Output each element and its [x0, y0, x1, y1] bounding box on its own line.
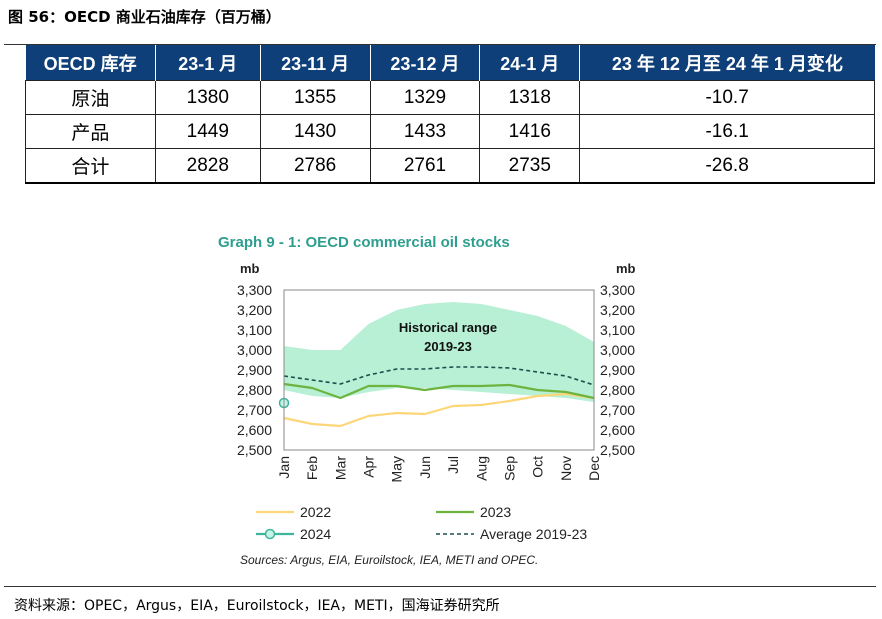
y-tick-label-left: 2,900 [237, 362, 272, 378]
y-tick-label-left: 3,300 [237, 282, 272, 298]
oil-stocks-chart: Graph 9 - 1: OECD commercial oil stocks … [218, 234, 636, 567]
series-2022-line [283, 392, 595, 428]
top-divider [4, 44, 876, 45]
table-cell: 2761 [369, 148, 481, 184]
table-cell: 1449 [154, 114, 261, 149]
table-cell: 原油 [25, 80, 156, 115]
y-tick-label-right: 2,900 [600, 362, 635, 378]
x-tick-label: Jan [276, 456, 292, 479]
chart-sources: Sources: Argus, EIA, Euroilstock, IEA, M… [240, 553, 538, 567]
x-tick-label: Sep [501, 456, 517, 481]
x-tick-label: Feb [304, 456, 320, 480]
chart-title: Graph 9 - 1: OECD commercial oil stocks [218, 234, 510, 251]
table-header-cell: 23 年 12 月至 24 年 1 月变化 [579, 45, 875, 81]
y-tick-label-right: 2,700 [600, 402, 635, 418]
table-cell: 1433 [369, 114, 481, 149]
table-header-cell: 23-11 月 [260, 45, 371, 81]
table-cell: 2735 [479, 148, 581, 184]
table-cell: 2786 [259, 148, 371, 184]
y-tick-label-right: 2,500 [600, 442, 635, 458]
table-cell: 1318 [479, 80, 581, 115]
table-header-cell: 23-12 月 [370, 45, 481, 81]
oecd-stocks-table: OECD 库存 23-1 月 23-11 月 23-12 月 24-1 月 23… [25, 45, 875, 184]
y-tick-label-right: 2,600 [600, 422, 635, 438]
x-tick-label: Aug [473, 456, 489, 481]
series-2023-line [283, 382, 595, 400]
legend-label-2024: 2024 [300, 526, 331, 542]
y-tick-label-right: 3,300 [600, 282, 635, 298]
y-tick-label-left: 2,500 [237, 442, 272, 458]
table-cell: 1416 [479, 114, 581, 149]
table-row: 产品 1449 1430 1433 1416 -16.1 [25, 114, 875, 149]
x-tick-label: Nov [558, 456, 574, 481]
y-axis-unit-right: mb [616, 261, 636, 276]
y-tick-label-left: 2,800 [237, 382, 272, 398]
band-label-line2: 2019-23 [424, 339, 472, 354]
y-tick-label-left: 3,200 [237, 302, 272, 318]
y-axis-unit-left: mb [240, 261, 260, 276]
table-cell: 1329 [369, 80, 481, 115]
legend-label-average-2019-23: Average 2019-23 [480, 526, 587, 542]
x-tick-label: Oct [530, 456, 546, 478]
table-cell: -16.1 [579, 114, 875, 149]
y-tick-label-right: 3,100 [600, 322, 635, 338]
table-cell: 2828 [154, 148, 261, 184]
x-tick-label: Dec [586, 456, 602, 481]
table-header-cell: 24-1 月 [479, 45, 581, 81]
y-tick-label-left: 2,600 [237, 422, 272, 438]
x-tick-label: Mar [332, 456, 348, 480]
y-tick-label-left: 2,700 [237, 402, 272, 418]
band-label-line1: Historical range [399, 320, 497, 335]
y-tick-label-right: 2,800 [600, 382, 635, 398]
x-tick-label: Jul [445, 456, 461, 474]
x-tick-label: Jun [417, 456, 433, 479]
table-row: 原油 1380 1355 1329 1318 -10.7 [25, 80, 875, 115]
table-header-cell: 23-1 月 [155, 45, 261, 81]
x-tick-label: Apr [361, 456, 377, 478]
table-cell: -26.8 [579, 148, 875, 184]
legend-label-2023: 2023 [480, 504, 511, 520]
plot-frame [283, 289, 595, 451]
figure-title: 图 56：OECD 商业石油库存（百万桶） [8, 8, 281, 26]
y-tick-label-left: 3,100 [237, 322, 272, 338]
y-tick-label-left: 3,000 [237, 342, 272, 358]
table-cell: 1355 [259, 80, 371, 115]
table-header-row: OECD 库存 23-1 月 23-11 月 23-12 月 24-1 月 23… [25, 45, 875, 81]
table-cell: 合计 [25, 148, 156, 184]
table-cell: -10.7 [579, 80, 875, 115]
source-note: 资料来源：OPEC，Argus，EIA，Euroilstock，IEA，METI… [14, 598, 500, 614]
legend-label-2022: 2022 [300, 504, 331, 520]
table-cell: 产品 [25, 114, 156, 149]
legend-marker-2024 [264, 528, 276, 540]
series-average-2019-23-line [283, 366, 595, 386]
table-cell: 1380 [154, 80, 261, 115]
y-tick-label-right: 3,200 [600, 302, 635, 318]
table-header-cell: OECD 库存 [25, 45, 156, 81]
table-cell: 1430 [259, 114, 371, 149]
bottom-divider [4, 586, 876, 587]
x-tick-label: May [389, 456, 405, 482]
y-tick-label-right: 3,000 [600, 342, 635, 358]
table-row: 合计 2828 2786 2761 2735 -26.8 [25, 148, 875, 184]
